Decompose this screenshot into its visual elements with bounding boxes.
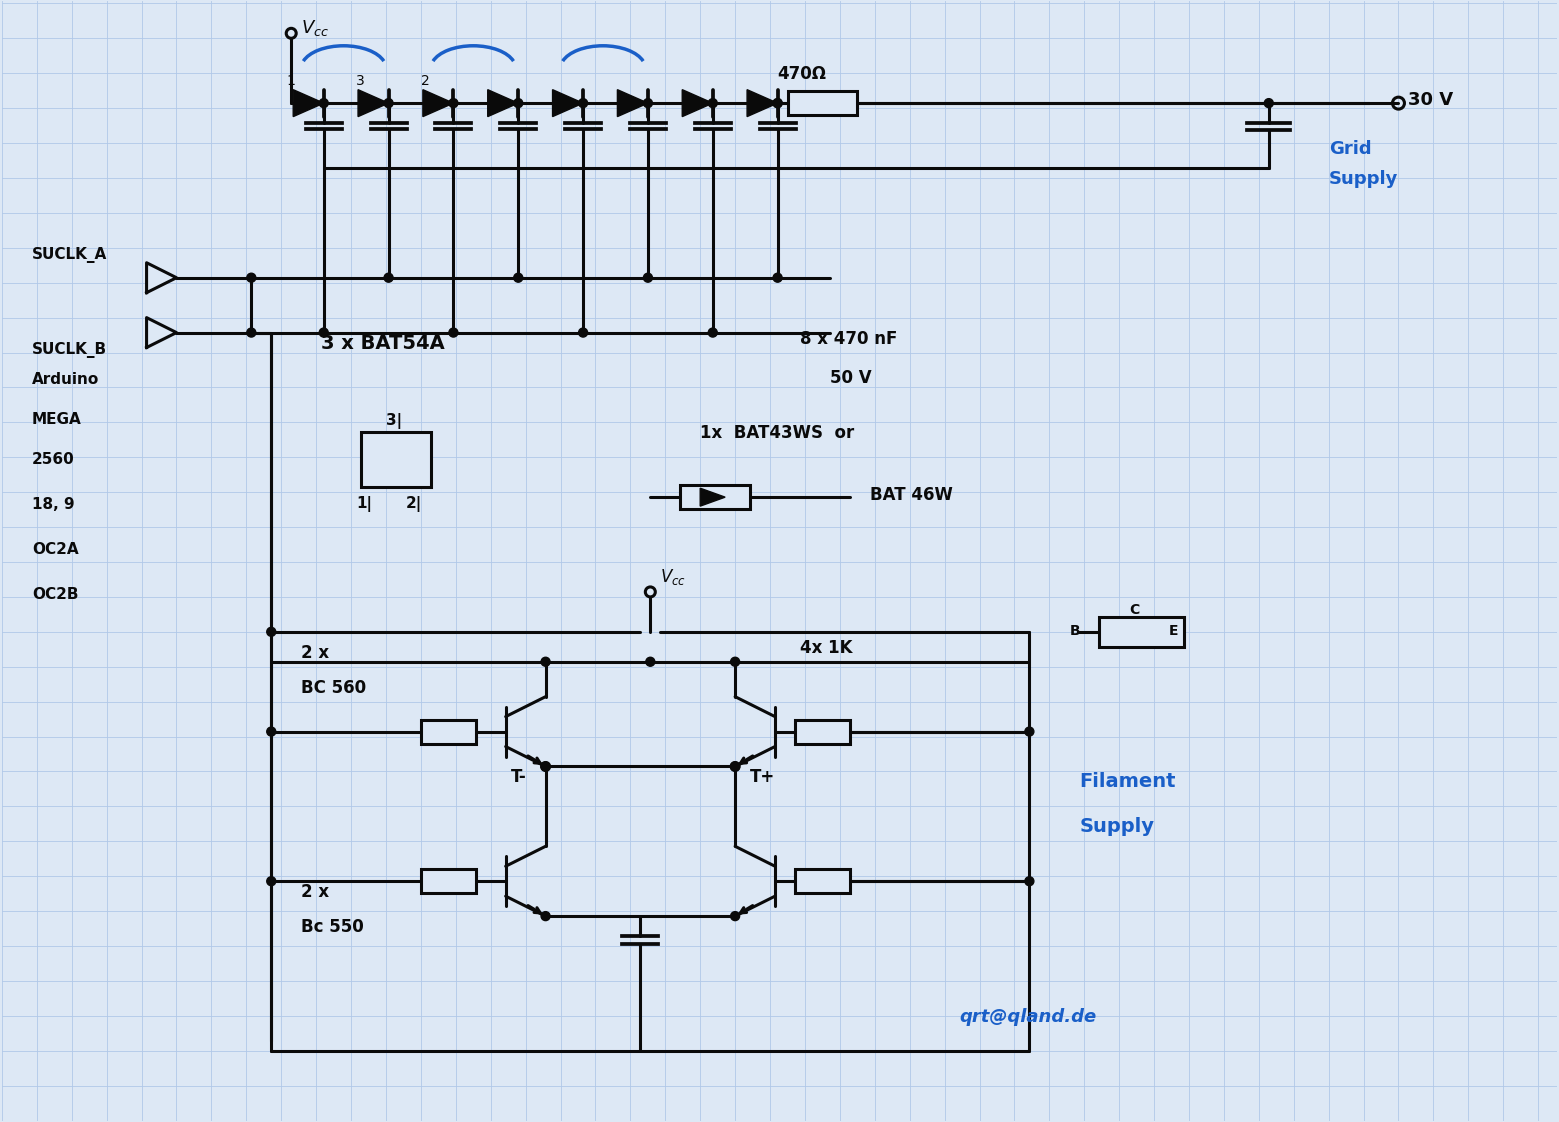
Text: 50 V: 50 V	[829, 369, 871, 387]
Text: Arduino: Arduino	[31, 373, 100, 387]
Circle shape	[267, 727, 276, 736]
Circle shape	[384, 99, 393, 108]
Circle shape	[773, 274, 783, 283]
Circle shape	[320, 99, 329, 108]
Text: 1x  BAT43WS  or: 1x BAT43WS or	[700, 424, 854, 442]
Circle shape	[773, 99, 783, 108]
Text: Supply: Supply	[1079, 817, 1154, 836]
Polygon shape	[747, 90, 778, 117]
Circle shape	[731, 912, 739, 921]
Text: 18, 9: 18, 9	[31, 497, 75, 512]
Circle shape	[246, 274, 256, 283]
Circle shape	[267, 876, 276, 885]
Text: 2560: 2560	[31, 452, 75, 467]
Bar	[421, 719, 475, 744]
Circle shape	[541, 912, 550, 921]
Text: T+: T+	[750, 769, 775, 787]
Text: qrt@qland.de: qrt@qland.de	[959, 1008, 1098, 1026]
Circle shape	[645, 657, 655, 666]
Circle shape	[708, 99, 717, 108]
Circle shape	[644, 99, 652, 108]
Text: 2 x: 2 x	[301, 644, 329, 662]
Polygon shape	[293, 90, 324, 117]
Circle shape	[449, 328, 458, 337]
Circle shape	[578, 328, 588, 337]
Text: B: B	[1069, 624, 1080, 637]
Text: 3|: 3|	[387, 413, 402, 430]
Text: SUCLK_A: SUCLK_A	[31, 247, 108, 263]
Text: $V_{cc}$: $V_{cc}$	[301, 18, 329, 38]
Circle shape	[773, 99, 783, 108]
Polygon shape	[147, 318, 176, 348]
Circle shape	[267, 627, 276, 636]
Text: BAT 46W: BAT 46W	[870, 486, 953, 504]
Text: $V_{cc}$: $V_{cc}$	[661, 567, 686, 587]
Polygon shape	[683, 90, 712, 117]
Text: 1|: 1|	[355, 496, 373, 512]
Polygon shape	[552, 90, 583, 117]
Polygon shape	[700, 488, 725, 506]
Bar	[421, 870, 475, 893]
Text: 3 x BAT54A: 3 x BAT54A	[321, 333, 444, 352]
Circle shape	[644, 274, 652, 283]
Polygon shape	[488, 90, 518, 117]
Text: BC 560: BC 560	[301, 679, 366, 697]
Text: 1: 1	[287, 74, 295, 89]
Circle shape	[541, 762, 550, 771]
Circle shape	[578, 99, 588, 108]
Circle shape	[514, 274, 522, 283]
Bar	[362, 432, 430, 487]
Text: 2: 2	[421, 74, 430, 89]
Circle shape	[384, 274, 393, 283]
Text: 2 x: 2 x	[301, 883, 329, 901]
Polygon shape	[147, 263, 176, 293]
Text: Grid: Grid	[1328, 140, 1372, 158]
Circle shape	[320, 328, 329, 337]
Polygon shape	[617, 90, 649, 117]
Text: OC2B: OC2B	[31, 587, 78, 601]
Text: Supply: Supply	[1328, 169, 1398, 187]
Circle shape	[731, 657, 739, 666]
Circle shape	[1024, 876, 1034, 885]
Text: 30 V: 30 V	[1408, 91, 1453, 109]
Bar	[795, 719, 850, 744]
Polygon shape	[359, 90, 388, 117]
Bar	[787, 91, 857, 116]
Circle shape	[1264, 99, 1274, 108]
Circle shape	[514, 99, 522, 108]
Text: Filament: Filament	[1079, 772, 1175, 791]
Bar	[795, 870, 850, 893]
Circle shape	[449, 99, 458, 108]
Text: SUCLK_B: SUCLK_B	[31, 341, 108, 358]
Circle shape	[246, 328, 256, 337]
Text: 3: 3	[355, 74, 365, 89]
Text: C: C	[1129, 603, 1140, 617]
Bar	[680, 485, 750, 509]
Text: MEGA: MEGA	[31, 412, 81, 427]
Text: E: E	[1169, 624, 1179, 637]
Polygon shape	[422, 90, 454, 117]
Text: 470Ω: 470Ω	[778, 65, 826, 83]
Text: T-: T-	[511, 769, 527, 787]
Circle shape	[541, 657, 550, 666]
Circle shape	[1024, 727, 1034, 736]
Text: 2|: 2|	[405, 496, 422, 512]
Text: Bc 550: Bc 550	[301, 918, 363, 936]
Text: OC2A: OC2A	[31, 542, 78, 557]
Circle shape	[708, 328, 717, 337]
Text: 4x 1K: 4x 1K	[800, 638, 853, 656]
Circle shape	[731, 762, 739, 771]
Text: 8 x 470 nF: 8 x 470 nF	[800, 330, 898, 348]
Bar	[1099, 617, 1183, 646]
